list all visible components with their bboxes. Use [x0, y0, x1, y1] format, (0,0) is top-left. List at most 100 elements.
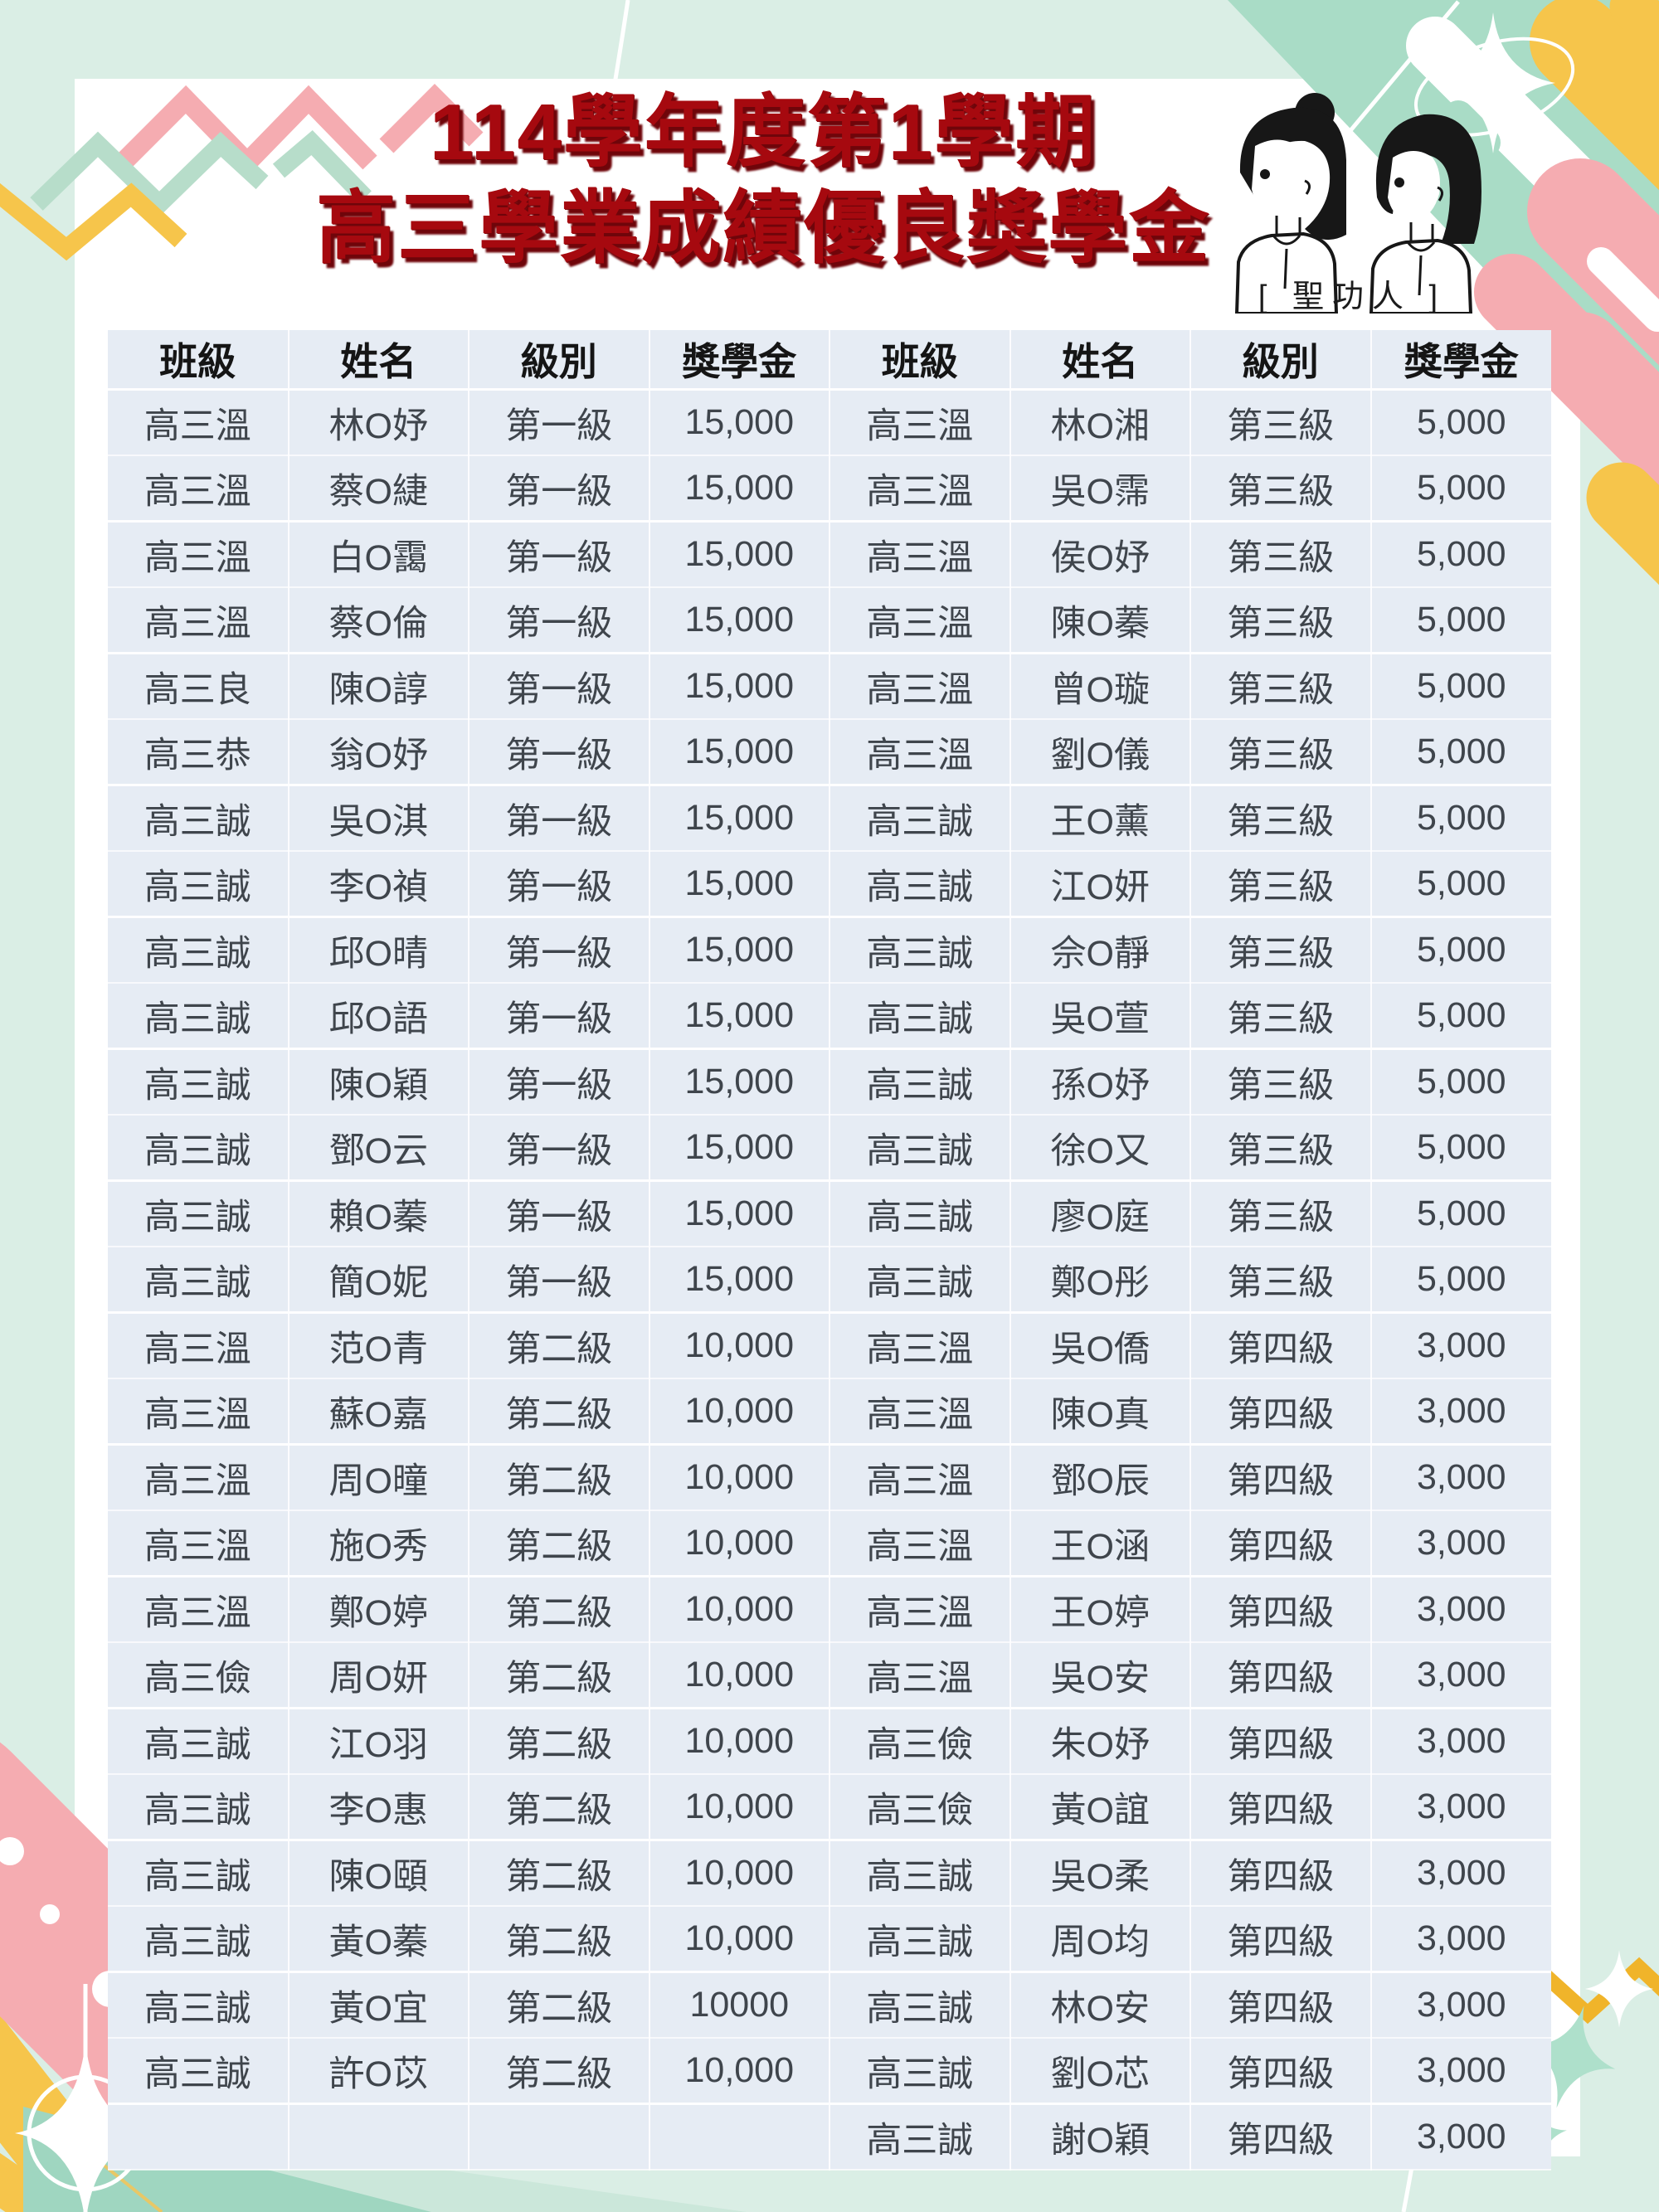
cell-level: 第一級 — [469, 653, 650, 720]
poster-title: 114學年度第1學期 高三學業成績優良獎學金 — [141, 85, 1385, 277]
cell-amount: 15,000 — [649, 916, 830, 984]
cell-level: 第四級 — [1190, 1708, 1372, 1775]
cell-level: 第二級 — [469, 1971, 650, 2039]
cell-name: 林O湘 — [1010, 389, 1191, 456]
cell-name: 劉O儀 — [1010, 719, 1191, 786]
cell-amount: 15,000 — [649, 1180, 830, 1247]
cell-level: 第一級 — [469, 983, 650, 1050]
cell-name: 王O薰 — [1010, 785, 1191, 852]
cell-class: 高三溫 — [108, 1444, 289, 1511]
table-row: 高三誠 李O禎 第一級 15,000 高三誠 江O妍 第三級 5,000 — [108, 851, 1551, 918]
table-row: 高三誠 簡O妮 第一級 15,000 高三誠 鄭O彤 第三級 5,000 — [108, 1247, 1551, 1314]
table-row: 高三誠 陳O穎 第一級 15,000 高三誠 孫O妤 第三級 5,000 — [108, 1048, 1551, 1116]
table-row: 高三溫 蔡O緁 第一級 15,000 高三溫 吳O霈 第三級 5,000 — [108, 455, 1551, 523]
cell-amount: 15,000 — [649, 1115, 830, 1182]
cell-amount: 5,000 — [1370, 389, 1551, 456]
cell-level: 第四級 — [1190, 2038, 1372, 2105]
cell-level: 第一級 — [469, 1247, 650, 1314]
cell-class: 高三誠 — [108, 1180, 289, 1247]
cell-class: 高三溫 — [830, 1378, 1011, 1446]
table-row: 高三溫 范O青 第二級 10,000 高三溫 吳O僑 第四級 3,000 — [108, 1312, 1551, 1379]
cell-amount: 3,000 — [1370, 1510, 1551, 1578]
cell-class: 高三誠 — [108, 1774, 289, 1841]
cell-name: 王O涵 — [1010, 1510, 1191, 1578]
cell-name: 陳O諄 — [288, 653, 469, 720]
cell-name: 林O安 — [1010, 1971, 1191, 2039]
cell-name: 黃O誼 — [1010, 1774, 1191, 1841]
cell-amount: 5,000 — [1370, 851, 1551, 918]
cell-class: 高三誠 — [108, 1247, 289, 1314]
cell-name: 陳O穎 — [288, 1048, 469, 1116]
cell-amount: 10,000 — [649, 1774, 830, 1841]
table-row: 高三溫 白O靄 第一級 15,000 高三溫 侯O妤 第三級 5,000 — [108, 521, 1551, 588]
cell-class: 高三誠 — [830, 983, 1011, 1050]
cell-class: 高三儉 — [830, 1774, 1011, 1841]
table-row: 高三溫 林O妤 第一級 15,000 高三溫 林O湘 第三級 5,000 — [108, 389, 1551, 456]
cell-class: 高三良 — [108, 653, 289, 720]
cell-name: 佘O靜 — [1010, 916, 1191, 984]
cell-level: 第一級 — [469, 785, 650, 852]
cell-name: 吳O柔 — [1010, 1840, 1191, 1907]
cell-name: 周O曈 — [288, 1444, 469, 1511]
cell-class: 高三溫 — [108, 587, 289, 654]
cell-name: 吳O霈 — [1010, 455, 1191, 523]
cell-name: 江O妍 — [1010, 851, 1191, 918]
cell-amount: 5,000 — [1370, 1247, 1551, 1314]
cell-amount: 15,000 — [649, 851, 830, 918]
cell-amount: 15,000 — [649, 1247, 830, 1314]
cell-name: 吳O僑 — [1010, 1312, 1191, 1379]
table-row: 高三儉 周O妍 第二級 10,000 高三溫 吳O安 第四級 3,000 — [108, 1642, 1551, 1709]
cell-class: 高三溫 — [108, 1510, 289, 1578]
cell-name: 邱O語 — [288, 983, 469, 1050]
header-name: 姓名 — [1010, 330, 1191, 391]
cell-class: 高三誠 — [108, 983, 289, 1050]
cell-class: 高三儉 — [830, 1708, 1011, 1775]
table-row: 高三溫 施O秀 第二級 10,000 高三溫 王O涵 第四級 3,000 — [108, 1510, 1551, 1578]
cell-level: 第二級 — [469, 1774, 650, 1841]
cell-amount: 3,000 — [1370, 1708, 1551, 1775]
cell-level: 第一級 — [469, 587, 650, 654]
cell-level: 第四級 — [1190, 1971, 1372, 2039]
cell-class: 高三溫 — [830, 1444, 1011, 1511]
cell-amount: 3,000 — [1370, 2103, 1551, 2171]
cell-class: 高三溫 — [830, 1642, 1011, 1709]
cell-name: 徐O又 — [1010, 1115, 1191, 1182]
cell-amount: 10000 — [649, 1971, 830, 2039]
cell-class: 高三溫 — [108, 1312, 289, 1379]
cell-class: 高三誠 — [108, 2038, 289, 2105]
cell-amount: 5,000 — [1370, 785, 1551, 852]
title-line-1: 114學年度第1學期 — [429, 88, 1097, 177]
cell-amount: 3,000 — [1370, 1906, 1551, 1973]
cell-class: 高三誠 — [830, 1971, 1011, 2039]
cell-amount: 10,000 — [649, 1576, 830, 1643]
cell-name: 朱O妤 — [1010, 1708, 1191, 1775]
cell-amount: 5,000 — [1370, 587, 1551, 654]
cell-amount: 5,000 — [1370, 1115, 1551, 1182]
table-row: 高三誠 陳O頤 第二級 10,000 高三誠 吳O柔 第四級 3,000 — [108, 1840, 1551, 1907]
cell-name: 鄧O辰 — [1010, 1444, 1191, 1511]
cell-class: 高三儉 — [108, 1642, 289, 1709]
cell-amount: 15,000 — [649, 455, 830, 523]
cell-amount: 5,000 — [1370, 1180, 1551, 1247]
cell-amount: 15,000 — [649, 983, 830, 1050]
header-amount: 獎學金 — [649, 330, 830, 391]
table-row: 高三溫 鄭O婷 第二級 10,000 高三溫 王O婷 第四級 3,000 — [108, 1576, 1551, 1643]
cell-amount: 15,000 — [649, 653, 830, 720]
cell-level: 第四級 — [1190, 2103, 1372, 2171]
cell-name: 林O妤 — [288, 389, 469, 456]
cell-level: 第二級 — [469, 1840, 650, 1907]
cell-name: 廖O庭 — [1010, 1180, 1191, 1247]
cell-level: 第二級 — [469, 1708, 650, 1775]
cell-name: 謝O穎 — [1010, 2103, 1191, 2171]
cell-name: 邱O晴 — [288, 916, 469, 984]
header-class: 班級 — [108, 330, 289, 391]
cell-class: 高三溫 — [830, 653, 1011, 720]
cell-amount: 3,000 — [1370, 1774, 1551, 1841]
cell-level: 第四級 — [1190, 1510, 1372, 1578]
cell-amount: 15,000 — [649, 719, 830, 786]
cell-class: 高三誠 — [830, 851, 1011, 918]
cell-level: 第一級 — [469, 851, 650, 918]
cell-amount: 15,000 — [649, 389, 830, 456]
scholarship-table: 班級 姓名 級別 獎學金 班級 姓名 級別 獎學金 高三溫 林O妤 第一級 15,000 高三溫 林O湘… — [108, 330, 1551, 2171]
cell-amount: 3,000 — [1370, 2038, 1551, 2105]
